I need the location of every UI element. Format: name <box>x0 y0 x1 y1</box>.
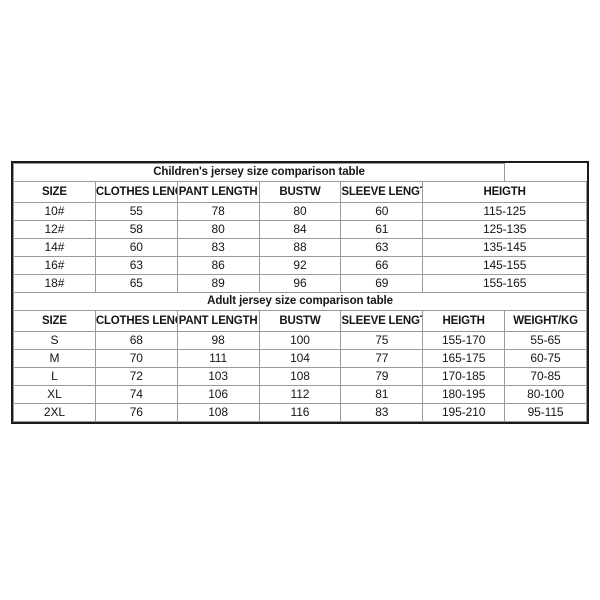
cell-weight: 80-100 <box>504 385 587 404</box>
cell-sleeve-length: 79 <box>340 367 424 386</box>
cell-bustw: 88 <box>258 238 342 257</box>
cell-clothes-length: 70 <box>94 349 178 368</box>
children-header-heigth: HEIGTH <box>422 181 587 203</box>
adult-header-pant: PANT LENGTH <box>176 310 260 332</box>
cell-clothes-length: 65 <box>94 274 178 293</box>
cell-heigth: 145-155 <box>422 256 587 275</box>
cell-weight: 95-115 <box>504 403 587 422</box>
cell-clothes-length: 63 <box>94 256 178 275</box>
cell-sleeve-length: 66 <box>340 256 424 275</box>
cell-heigth: 155-170 <box>422 331 506 350</box>
cell-clothes-length: 60 <box>94 238 178 257</box>
cell-pant-length: 106 <box>176 385 260 404</box>
cell-bustw: 100 <box>258 331 342 350</box>
adult-header-heigth: HEIGTH <box>422 310 506 332</box>
size-comparison-chart: Children's jersey size comparison table … <box>11 161 589 424</box>
cell-pant-length: 103 <box>176 367 260 386</box>
cell-sleeve-length: 61 <box>340 220 424 239</box>
children-header-row: SIZE CLOTHES LENGTH PANT LENGTH BUSTW SL… <box>13 181 587 203</box>
children-table-title: Children's jersey size comparison table <box>12 163 506 182</box>
adult-header-row: SIZE CLOTHES LENGTH PANT LENGTH BUSTW SL… <box>13 310 587 332</box>
cell-sleeve-length: 81 <box>340 385 424 404</box>
table-row: L 72 103 108 79 170-185 70-85 <box>13 367 587 386</box>
cell-bustw: 84 <box>258 220 342 239</box>
cell-clothes-length: 76 <box>94 403 178 422</box>
children-header-clothes: CLOTHES LENGTH <box>94 181 178 203</box>
cell-sleeve-length: 60 <box>340 202 424 221</box>
cell-sleeve-length: 83 <box>340 403 424 422</box>
cell-heigth: 125-135 <box>422 220 587 239</box>
children-title-row: Children's jersey size comparison table <box>12 163 587 182</box>
adult-table-title: Adult jersey size comparison table <box>13 292 587 311</box>
cell-heigth: 115-125 <box>422 202 587 221</box>
cell-size: 16# <box>13 256 96 275</box>
adult-header-sleeve: SLEEVE LENGTH <box>340 310 424 332</box>
size-chart-table: Children's jersey size comparison table … <box>12 163 587 422</box>
cell-size: 10# <box>13 202 96 221</box>
cell-pant-length: 83 <box>176 238 260 257</box>
adult-header-size: SIZE <box>13 310 96 332</box>
table-row: 2XL 76 108 116 83 195-210 95-115 <box>13 403 587 422</box>
cell-pant-length: 108 <box>176 403 260 422</box>
cell-clothes-length: 72 <box>94 367 178 386</box>
cell-clothes-length: 68 <box>94 331 178 350</box>
cell-sleeve-length: 69 <box>340 274 424 293</box>
cell-bustw: 116 <box>258 403 342 422</box>
cell-clothes-length: 55 <box>94 202 178 221</box>
table-row: 12# 58 80 84 61 125-135 <box>13 220 587 239</box>
cell-clothes-length: 58 <box>94 220 178 239</box>
cell-pant-length: 111 <box>176 349 260 368</box>
table-row: 16# 63 86 92 66 145-155 <box>13 256 587 275</box>
cell-weight: 55-65 <box>504 331 587 350</box>
cell-size: XL <box>13 385 96 404</box>
table-row: XL 74 106 112 81 180-195 80-100 <box>13 385 587 404</box>
cell-heigth: 165-175 <box>422 349 506 368</box>
cell-size: L <box>13 367 96 386</box>
adult-title-row: Adult jersey size comparison table <box>13 292 587 311</box>
cell-size: S <box>13 331 96 350</box>
cell-weight: 70-85 <box>504 367 587 386</box>
cell-size: 2XL <box>13 403 96 422</box>
cell-bustw: 96 <box>258 274 342 293</box>
cell-pant-length: 86 <box>176 256 260 275</box>
cell-bustw: 112 <box>258 385 342 404</box>
cell-bustw: 80 <box>258 202 342 221</box>
cell-sleeve-length: 75 <box>340 331 424 350</box>
children-header-sleeve: SLEEVE LENGTH <box>340 181 424 203</box>
children-header-size: SIZE <box>13 181 96 203</box>
cell-heigth: 155-165 <box>422 274 587 293</box>
cell-pant-length: 78 <box>176 202 260 221</box>
table-row: M 70 111 104 77 165-175 60-75 <box>13 349 587 368</box>
cell-pant-length: 98 <box>176 331 260 350</box>
cell-size: 14# <box>13 238 96 257</box>
table-row: S 68 98 100 75 155-170 55-65 <box>13 331 587 350</box>
cell-sleeve-length: 63 <box>340 238 424 257</box>
children-header-pant: PANT LENGTH <box>176 181 260 203</box>
cell-sleeve-length: 77 <box>340 349 424 368</box>
cell-bustw: 108 <box>258 367 342 386</box>
cell-weight: 60-75 <box>504 349 587 368</box>
cell-pant-length: 80 <box>176 220 260 239</box>
cell-size: 12# <box>13 220 96 239</box>
cell-bustw: 92 <box>258 256 342 275</box>
children-header-bustw: BUSTW <box>258 181 342 203</box>
cell-heigth: 180-195 <box>422 385 506 404</box>
adult-header-bustw: BUSTW <box>258 310 342 332</box>
cell-clothes-length: 74 <box>94 385 178 404</box>
table-row: 14# 60 83 88 63 135-145 <box>13 238 587 257</box>
cell-pant-length: 89 <box>176 274 260 293</box>
table-row: 18# 65 89 96 69 155-165 <box>13 274 587 293</box>
cell-bustw: 104 <box>258 349 342 368</box>
cell-heigth: 170-185 <box>422 367 506 386</box>
cell-heigth: 195-210 <box>422 403 506 422</box>
cell-size: M <box>13 349 96 368</box>
table-row: 10# 55 78 80 60 115-125 <box>13 202 587 221</box>
cell-heigth: 135-145 <box>422 238 587 257</box>
adult-header-clothes: CLOTHES LENGTH <box>94 310 178 332</box>
cell-size: 18# <box>13 274 96 293</box>
adult-header-weight: WEIGHT/KG <box>504 310 587 332</box>
